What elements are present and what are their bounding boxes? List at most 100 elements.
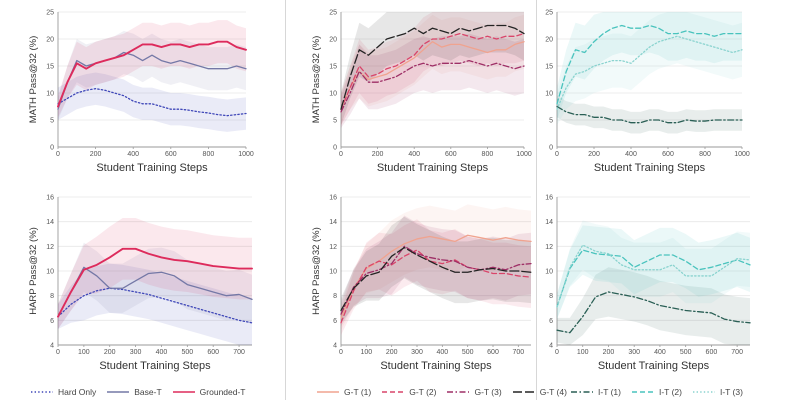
legend-mid: G-T (1) G-T (2) G-T (3) G-T (4)	[316, 384, 577, 400]
legend-label: Base-T	[134, 387, 162, 397]
y-tick-label: 6	[549, 318, 553, 325]
band-hard	[58, 263, 252, 345]
y-tick-label: 0	[50, 145, 54, 152]
series-line-gt4	[340, 246, 532, 312]
x-tick-label: 700	[233, 349, 245, 356]
legend-label: Hard Only	[58, 387, 97, 397]
series-line-it1	[556, 291, 751, 334]
legend-item: G-T (1)	[316, 387, 371, 397]
series-line-gt2	[340, 32, 525, 110]
x-tick-label: 600	[207, 349, 219, 356]
y-tick-label: 6	[50, 318, 54, 325]
band-gt4	[341, 216, 531, 323]
band-gt4	[341, 12, 524, 126]
x-tick-label: 600	[706, 349, 718, 356]
y-tick-label: 20	[46, 37, 54, 44]
x-tick-label: 0	[339, 151, 343, 158]
series-line-gt3	[340, 245, 532, 315]
y-tick-label: 12	[46, 244, 54, 251]
x-tick-label: 0	[555, 151, 559, 158]
y-tick-label: 20	[545, 37, 553, 44]
x-tick-label: 0	[56, 151, 60, 158]
legend-label: G-T (2)	[409, 387, 437, 397]
y-tick-label: 5	[333, 118, 337, 125]
band-base	[58, 30, 246, 120]
series-line-it2	[556, 24, 743, 105]
series-line-it3	[556, 35, 743, 110]
x-axis-label: Student Training Steps	[99, 360, 211, 372]
x-tick-label: 200	[104, 349, 116, 356]
series-line-grounded	[57, 40, 247, 108]
legend-right: I-T (1) I-T (2) I-T (3)	[570, 384, 753, 400]
x-tick-label: 200	[603, 349, 615, 356]
band-gt3	[341, 33, 524, 129]
chart-math-baselines: 0 5 10 15 20 25 0 200 400 600 800 1000 Student Train…	[28, 10, 254, 175]
x-tick-label: 300	[130, 349, 142, 356]
y-tick-label: 0	[333, 145, 337, 152]
series-line-gt2	[340, 249, 532, 324]
y-axis-label: HARP Pass@32 (%)	[311, 227, 322, 315]
x-tick-label: 1000	[516, 151, 532, 158]
y-axis-label: HARP Pass@32 (%)	[28, 227, 39, 315]
series-line-grounded	[57, 247, 253, 318]
band-it1	[557, 267, 750, 345]
x-tick-label: 0	[555, 349, 559, 356]
x-tick-label: 200	[372, 151, 384, 158]
legend-swatch-icon	[31, 391, 53, 393]
series-line-it3	[556, 244, 751, 308]
y-tick-label: 14	[329, 219, 337, 226]
x-tick-label: 800	[482, 151, 494, 158]
legend-item: I-T (1)	[570, 387, 621, 397]
divider-right	[536, 0, 537, 400]
legend-swatch-icon	[447, 391, 470, 393]
legend-left: Hard Only Base-T Grounded-T	[30, 384, 256, 400]
legend-label: G-T (4)	[539, 387, 567, 397]
chart-math-gt: 0 5 10 15 20 25 0 200 400 600 800 1000 Student Train…	[311, 10, 532, 175]
x-tick-label: 500	[181, 349, 193, 356]
series-line-base	[57, 51, 247, 110]
x-tick-label: 400	[436, 349, 448, 356]
legend-item: Grounded-T	[172, 387, 246, 397]
chart-harp-it: 4 6 8 10 12 14 16 0 100 200 300 400 500 600 700 Student…	[545, 195, 751, 372]
legend-label: G-T (1)	[344, 387, 372, 397]
divider-left	[285, 0, 286, 400]
y-tick-label: 10	[46, 269, 54, 276]
band-it2	[557, 12, 742, 120]
y-tick-label: 16	[329, 195, 337, 202]
legend-label: G-T (3)	[474, 387, 502, 397]
y-tick-label: 10	[545, 269, 553, 276]
legend-swatch-icon	[512, 391, 535, 393]
band-it1	[557, 95, 742, 134]
y-tick-label: 16	[545, 195, 553, 202]
band-gt2	[341, 12, 524, 126]
y-tick-label: 5	[549, 118, 553, 125]
y-axis-label: MATH Pass@32 (%)	[28, 36, 39, 124]
x-axis-label: Student Training Steps	[598, 360, 710, 372]
x-tick-label: 700	[512, 349, 524, 356]
band-it2	[557, 225, 750, 320]
legend-item: G-T (2)	[381, 387, 436, 397]
x-tick-label: 100	[360, 349, 372, 356]
x-tick-label: 800	[699, 151, 711, 158]
legend-item: Base-T	[106, 387, 162, 397]
series-line-it1	[556, 105, 743, 124]
y-tick-label: 8	[50, 293, 54, 300]
x-tick-label: 1000	[238, 151, 254, 158]
y-tick-label: 10	[545, 91, 553, 98]
x-tick-label: 300	[411, 349, 423, 356]
x-tick-label: 400	[408, 151, 420, 158]
band-gt3	[341, 215, 531, 327]
y-tick-label: 4	[333, 343, 337, 350]
band-hard	[58, 72, 246, 132]
x-tick-label: 300	[628, 349, 640, 356]
legend-label: I-T (2)	[658, 387, 682, 397]
y-tick-label: 5	[50, 118, 54, 125]
x-axis-label: Student Training Steps	[594, 162, 706, 174]
x-tick-label: 600	[165, 151, 177, 158]
x-axis-label: Student Training Steps	[377, 162, 489, 174]
x-tick-label: 400	[156, 349, 168, 356]
y-tick-label: 12	[329, 244, 337, 251]
series-line-gt3	[340, 59, 525, 113]
y-tick-label: 10	[46, 91, 54, 98]
y-tick-label: 8	[549, 293, 553, 300]
